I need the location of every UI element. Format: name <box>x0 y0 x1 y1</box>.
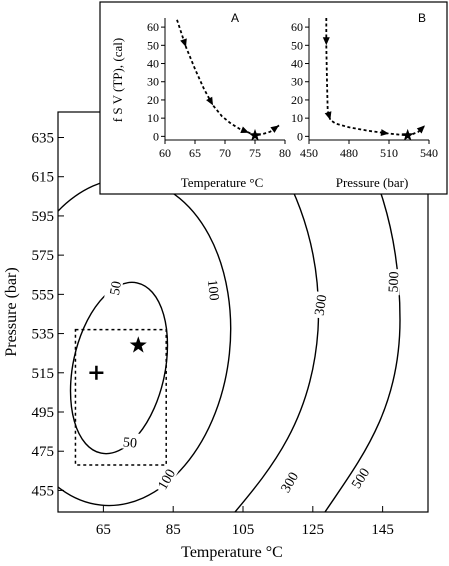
contour-label: 50 <box>103 273 125 303</box>
inset-star-marker <box>401 128 414 141</box>
contour-label: 500 <box>345 462 373 493</box>
inset-y-tick-label: 0 <box>153 129 159 143</box>
optimum-plus-marker <box>89 365 104 380</box>
inset-y-tick-label: 20 <box>147 93 159 107</box>
inset-y-tick-label: 30 <box>291 75 303 89</box>
inset-x-tick-label: 70 <box>219 146 231 160</box>
y-tick-label: 575 <box>32 248 55 264</box>
inset-arrowhead <box>206 96 213 106</box>
dashed-region-box <box>74 328 167 466</box>
contour-label: 100 <box>204 276 225 304</box>
inset-arrowhead <box>324 111 332 120</box>
y-tick-label: 595 <box>32 209 55 225</box>
inset-y-tick-label: 60 <box>147 20 159 34</box>
inset-arrowhead <box>180 38 187 48</box>
inset-y-tick-label: 40 <box>147 57 159 71</box>
panel-a-y-axis-label: f S V (TP), (cal) <box>110 38 125 122</box>
inset-arrowhead <box>240 126 249 133</box>
y-tick-label: 555 <box>32 287 55 303</box>
inset-y-tick-label: 30 <box>147 75 159 89</box>
contour-50 <box>69 281 169 455</box>
inset-y-tick-label: 20 <box>291 93 303 107</box>
contour-label: 500 <box>383 268 403 296</box>
inset-arrowhead <box>380 129 389 136</box>
inset-y-tick-label: 40 <box>291 57 303 71</box>
x-tick-label: 65 <box>96 522 111 538</box>
inset-y-tick-label: 50 <box>291 38 303 52</box>
inset-arrowhead <box>322 37 330 46</box>
inset-x-tick-label: 65 <box>189 146 201 160</box>
inset-frame <box>99 1 448 195</box>
svg-text:50: 50 <box>122 435 137 451</box>
inset-x-tick-label: 510 <box>380 146 398 160</box>
inset-x-tick-label: 60 <box>159 146 171 160</box>
main-x-axis-label: Temperature °C <box>181 544 283 561</box>
inset-x-tick-label: 540 <box>420 146 438 160</box>
y-tick-label: 455 <box>32 483 55 499</box>
inset-y-tick-label: 0 <box>297 129 303 143</box>
inset-arrowhead <box>416 125 425 134</box>
inset-arrowhead <box>270 125 279 133</box>
y-tick-label: 615 <box>32 170 55 186</box>
x-tick-label: 125 <box>302 522 325 538</box>
inset-series-line <box>325 18 426 137</box>
inset-x-tick-label: 80 <box>279 146 291 160</box>
inset-series-line <box>176 19 280 137</box>
contour-label: 100 <box>151 463 179 494</box>
inset-y-tick-label: 50 <box>147 38 159 52</box>
contour-label: 300 <box>309 290 331 319</box>
y-tick-label: 635 <box>32 130 55 146</box>
svg-text:300: 300 <box>313 294 331 317</box>
inset-x-tick-label: 450 <box>300 146 318 160</box>
panel-a-x-axis-label: Temperature °C <box>181 175 264 190</box>
inset-y-tick-label: 10 <box>291 111 303 125</box>
main-y-axis-label: Pressure (bar) <box>3 267 20 356</box>
svg-text:100: 100 <box>204 279 221 301</box>
inset-y-tick-label: 10 <box>147 111 159 125</box>
y-tick-label: 495 <box>32 405 55 421</box>
x-tick-label: 85 <box>166 522 181 538</box>
svg-text:500: 500 <box>387 271 403 293</box>
contour-label: 50 <box>116 431 144 452</box>
panel-b-letter: B <box>418 11 426 25</box>
y-tick-label: 475 <box>32 444 55 460</box>
x-tick-label: 105 <box>232 522 255 538</box>
inset-star-marker <box>248 128 262 141</box>
inset-x-tick-label: 480 <box>340 146 358 160</box>
inset-x-tick-label: 75 <box>249 146 261 160</box>
svg-text:50: 50 <box>108 280 125 296</box>
x-tick-label: 145 <box>371 522 394 538</box>
star-marker <box>129 336 147 353</box>
y-tick-label: 535 <box>32 327 55 343</box>
contour-label: 300 <box>274 466 302 497</box>
inset-y-tick-label: 60 <box>291 20 303 34</box>
y-tick-label: 515 <box>32 366 55 382</box>
panel-a-letter: A <box>231 11 239 25</box>
panel-b-x-axis-label: Pressure (bar) <box>336 175 409 190</box>
